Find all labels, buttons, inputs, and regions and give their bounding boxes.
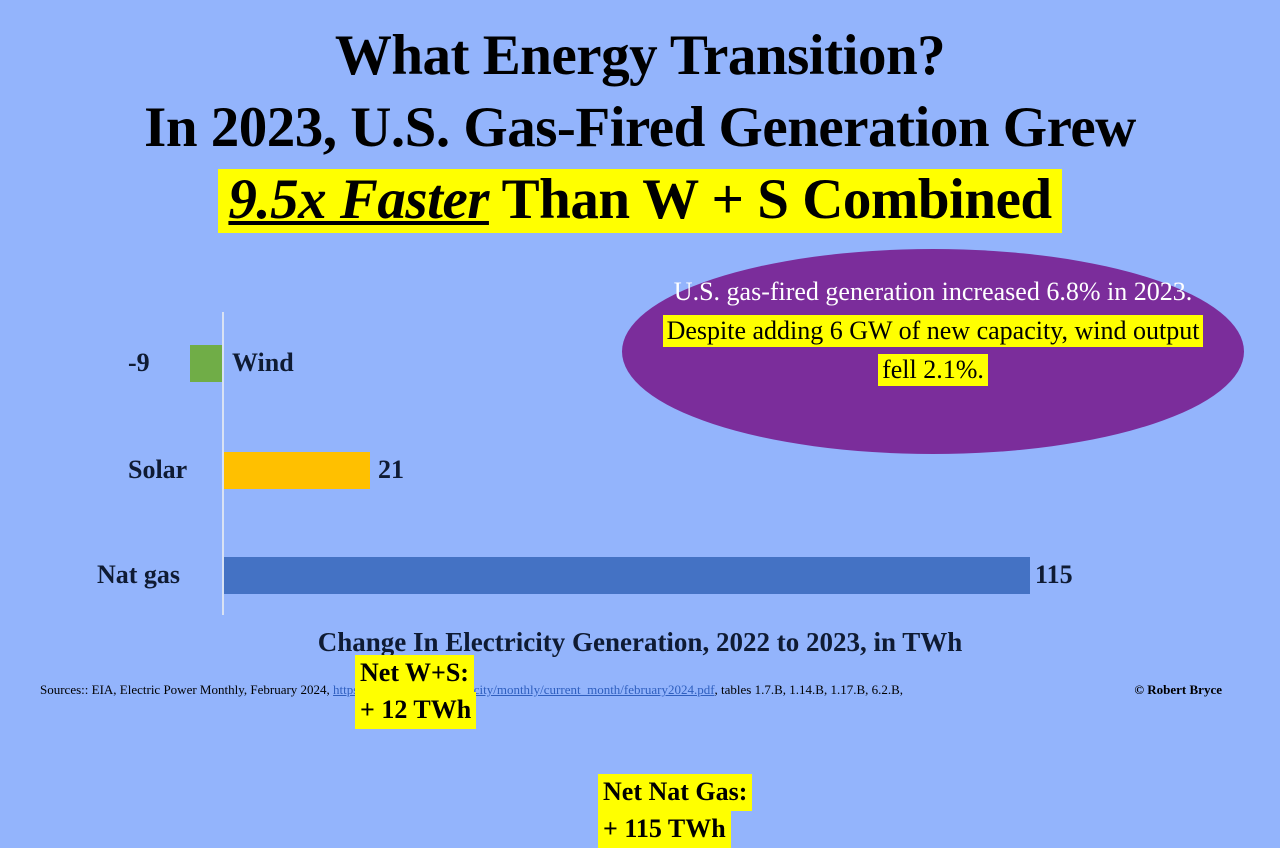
annotation-net-nat-gas: Net Nat Gas: + 115 TWh: [598, 774, 753, 848]
chart-axis-title: Change In Electricity Generation, 2022 t…: [317, 627, 963, 657]
title-line-3: 9.5x Faster Than W + S Combined: [0, 166, 1280, 234]
title-line-1: What Energy Transition?: [334, 24, 946, 87]
annotation-net-nat-gas-line1: Net Nat Gas:: [598, 774, 753, 811]
annotation-net-wind-solar: Net W+S: + 12 TWh: [355, 655, 477, 729]
source-prefix: Sources:: EIA, Electric Power Monthly, F…: [40, 682, 334, 697]
category-label-wind: Wind: [232, 348, 294, 377]
slide-title: What Energy Transition? In 2023, U.S. Ga…: [0, 20, 1280, 234]
value-label-wind: -9: [128, 348, 150, 377]
callout-ellipse-shape: [622, 249, 1244, 454]
zero-axis-line: [222, 312, 224, 615]
callout-highlighted-text: Despite adding 6 GW of new capacity, win…: [662, 315, 1204, 386]
title-emphasis-faster: 9.5x Faster: [228, 168, 489, 231]
title-line-3-rest: Than W + S Combined: [488, 168, 1052, 231]
callout-plain-text: U.S. gas-fired generation increased 6.8%…: [673, 277, 1193, 306]
value-label-solar: 21: [378, 455, 404, 484]
source-note: Sources:: EIA, Electric Power Monthly, F…: [40, 682, 903, 698]
callout-ellipse-text: U.S. gas-fired generation increased 6.8%…: [655, 272, 1211, 389]
annotation-net-wind-solar-line1: Net W+S:: [355, 655, 474, 692]
copyright-credit: © Robert Bryce: [1134, 682, 1222, 697]
category-label-nat-gas: Nat gas: [97, 560, 181, 589]
slide-canvas: What Energy Transition? In 2023, U.S. Ga…: [0, 20, 1280, 848]
title-line-2: In 2023, U.S. Gas-Fired Generation Grew: [144, 96, 1136, 159]
bar-solar: [224, 452, 370, 489]
bar-wind: [190, 345, 222, 382]
bar-nat-gas: [224, 557, 1030, 594]
annotation-net-wind-solar-line2: + 12 TWh: [355, 692, 477, 729]
source-suffix: , tables 1.7.B, 1.14.B, 1.17.B, 6.2.B,: [714, 682, 904, 697]
annotation-net-nat-gas-line2: + 115 TWh: [598, 811, 731, 848]
title-highlight-band: 9.5x Faster Than W + S Combined: [218, 168, 1062, 233]
category-label-solar: Solar: [128, 455, 188, 484]
value-label-nat-gas: 115: [1035, 560, 1073, 589]
